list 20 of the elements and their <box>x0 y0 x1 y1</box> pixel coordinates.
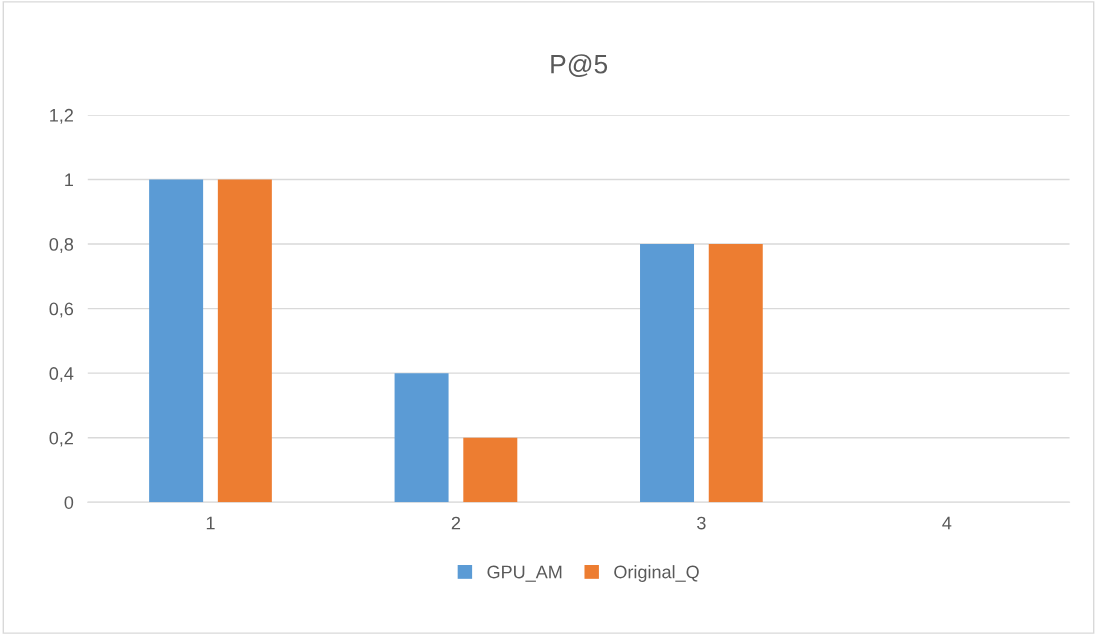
x-tick-label: 4 <box>942 516 952 530</box>
bar <box>640 244 695 503</box>
chart-title: P@5 <box>551 54 608 77</box>
bar <box>217 179 272 503</box>
y-tick-label: 0,6 <box>49 302 74 318</box>
x-tick-label: 1 <box>206 516 215 530</box>
bar <box>463 437 518 503</box>
x-tick-label: 2 <box>451 516 461 530</box>
legend-label: Original_Q <box>614 565 699 582</box>
x-tick-label: 3 <box>697 516 706 530</box>
legend-label: GPU_AM <box>487 565 562 582</box>
bar <box>149 179 204 503</box>
y-tick-label: 1 <box>65 173 73 187</box>
y-tick-label: 0,2 <box>49 431 73 447</box>
y-tick-label: 0,8 <box>49 237 74 253</box>
y-tick-label: 0 <box>64 496 74 510</box>
bar <box>708 244 763 503</box>
bar <box>394 373 449 503</box>
y-tick-label: 1,2 <box>50 108 73 124</box>
y-tick-label: 0,4 <box>49 367 74 383</box>
